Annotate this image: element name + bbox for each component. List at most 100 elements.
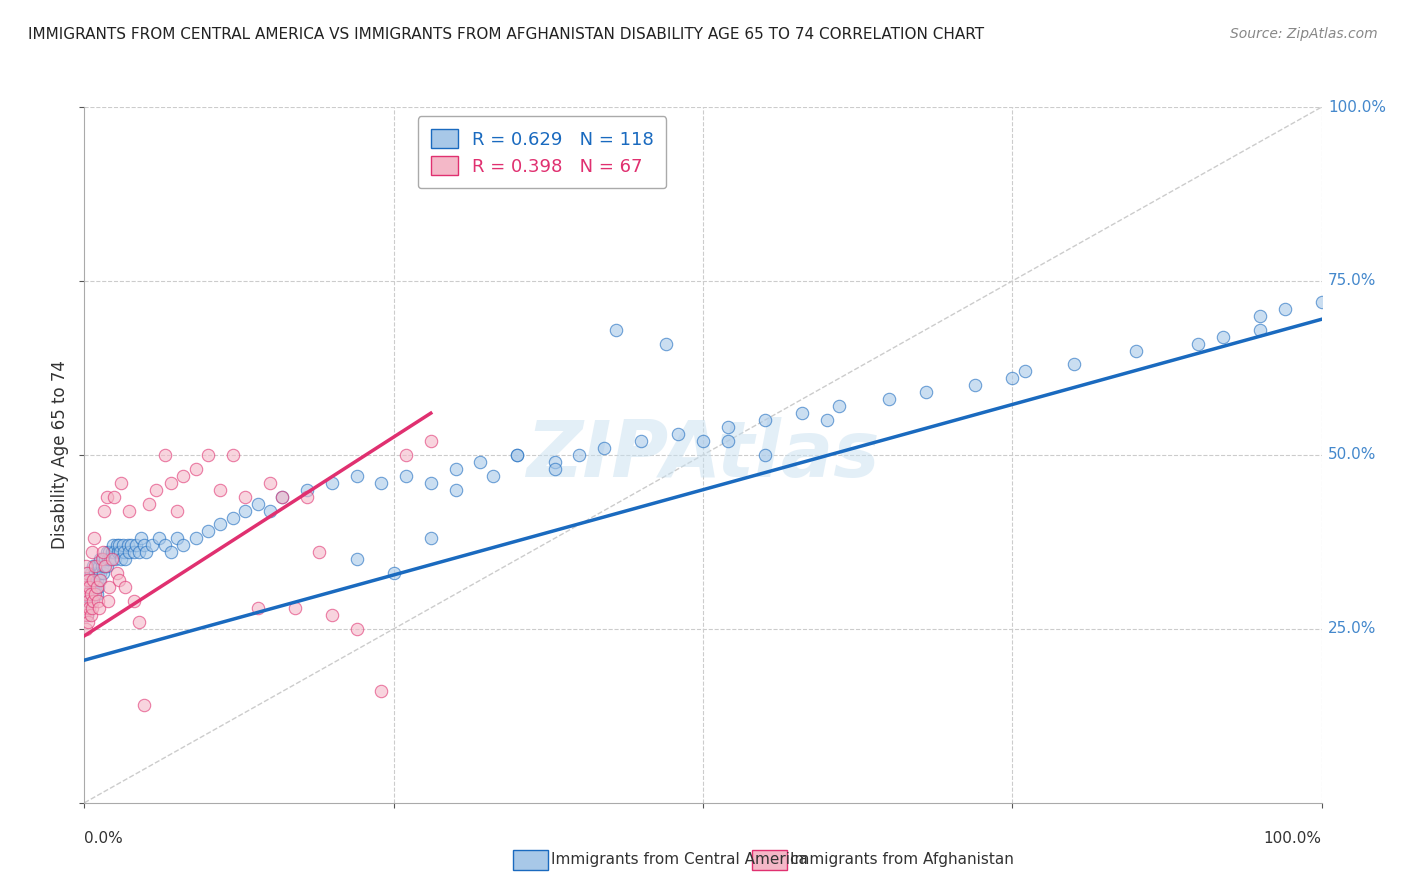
Point xyxy=(153,538,176,552)
Point xyxy=(89,573,111,587)
Point xyxy=(666,427,689,442)
Point xyxy=(481,468,503,483)
Point xyxy=(132,698,155,713)
Point xyxy=(233,490,256,504)
Point xyxy=(1310,294,1333,309)
Point xyxy=(89,566,111,581)
Point xyxy=(419,475,441,490)
Point xyxy=(91,545,114,559)
Point xyxy=(271,490,294,504)
Point xyxy=(246,497,269,511)
Point xyxy=(82,573,104,587)
Point xyxy=(89,552,111,566)
Point xyxy=(87,580,110,594)
Point xyxy=(79,580,101,594)
Point xyxy=(97,552,120,566)
Point xyxy=(295,490,318,504)
Point xyxy=(100,545,122,559)
Point xyxy=(346,468,368,483)
Point xyxy=(98,552,121,566)
Point xyxy=(111,538,134,552)
Point xyxy=(75,622,97,636)
Point xyxy=(153,448,176,462)
Text: 100.0%: 100.0% xyxy=(1264,830,1322,846)
Point xyxy=(295,483,318,497)
Point xyxy=(172,468,194,483)
Point xyxy=(108,538,131,552)
Point xyxy=(877,392,900,407)
Point xyxy=(96,545,118,559)
Point xyxy=(91,566,114,581)
Point xyxy=(655,336,678,351)
Point xyxy=(160,545,183,559)
Point xyxy=(107,545,129,559)
Point xyxy=(79,573,101,587)
Point xyxy=(76,587,98,601)
Point xyxy=(83,532,105,546)
Text: 25.0%: 25.0% xyxy=(1327,622,1376,636)
Point xyxy=(103,545,125,559)
Point xyxy=(222,448,245,462)
Text: 50.0%: 50.0% xyxy=(1327,448,1376,462)
Point xyxy=(79,587,101,601)
Point xyxy=(97,594,120,608)
Point xyxy=(506,448,529,462)
Point xyxy=(160,475,183,490)
Text: ZIPAtlas: ZIPAtlas xyxy=(526,417,880,493)
Point xyxy=(138,497,160,511)
Point xyxy=(104,552,127,566)
Point xyxy=(79,580,101,594)
Text: 0.0%: 0.0% xyxy=(84,830,124,846)
Point xyxy=(233,503,256,517)
Point xyxy=(717,434,740,448)
Point xyxy=(166,532,188,546)
Point xyxy=(790,406,813,420)
Point xyxy=(815,413,838,427)
Point xyxy=(76,607,98,622)
Point xyxy=(128,615,150,629)
Text: Immigrants from Afghanistan: Immigrants from Afghanistan xyxy=(790,853,1014,867)
Point xyxy=(1249,323,1271,337)
Point xyxy=(1125,343,1147,358)
Point xyxy=(77,566,100,581)
Point xyxy=(76,573,98,587)
Point xyxy=(506,448,529,462)
Point xyxy=(184,532,207,546)
Point xyxy=(118,503,141,517)
Point xyxy=(605,323,627,337)
Text: Source: ZipAtlas.com: Source: ZipAtlas.com xyxy=(1230,27,1378,41)
Point xyxy=(172,538,194,552)
Point xyxy=(79,601,101,615)
Point xyxy=(86,580,108,594)
Point xyxy=(98,580,121,594)
Point xyxy=(692,434,714,448)
Point xyxy=(86,587,108,601)
Point xyxy=(120,538,142,552)
Point xyxy=(94,552,117,566)
Point xyxy=(132,538,155,552)
Point xyxy=(80,601,103,615)
Point xyxy=(395,448,418,462)
Point xyxy=(75,601,97,615)
Point xyxy=(1249,309,1271,323)
Point xyxy=(148,532,170,546)
Point xyxy=(1001,371,1024,385)
Point xyxy=(135,545,157,559)
Point xyxy=(129,532,152,546)
Point xyxy=(118,545,141,559)
Point xyxy=(828,399,851,413)
Point xyxy=(308,545,330,559)
Point xyxy=(1063,358,1085,372)
Point xyxy=(90,552,112,566)
Point xyxy=(108,573,131,587)
Point xyxy=(84,566,107,581)
Point xyxy=(114,552,136,566)
Point xyxy=(96,559,118,574)
Point xyxy=(125,538,148,552)
Point xyxy=(110,552,132,566)
Point xyxy=(754,413,776,427)
Point xyxy=(82,594,104,608)
Point xyxy=(965,378,987,392)
Text: 100.0%: 100.0% xyxy=(1327,100,1386,114)
Point xyxy=(75,587,97,601)
